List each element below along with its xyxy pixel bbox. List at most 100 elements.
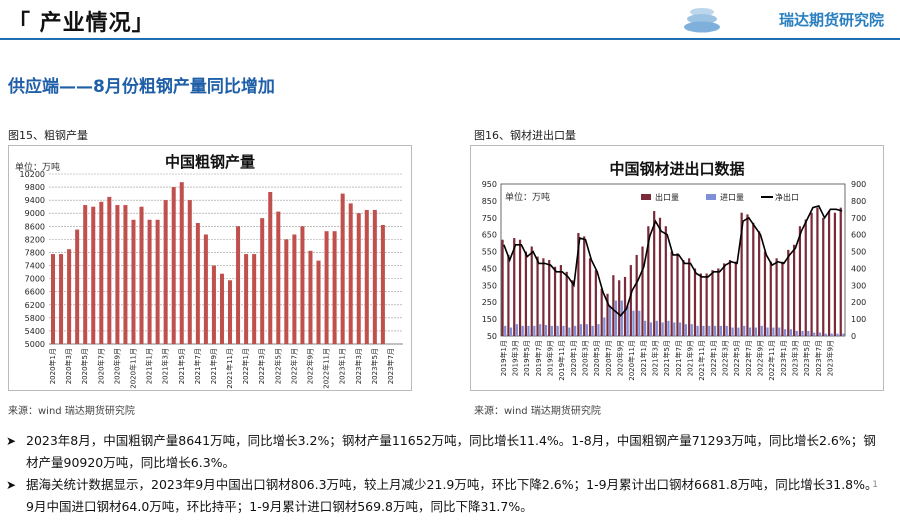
chart2-import-bar [626,305,629,336]
chart2-xtick-label: 2023年5月 [802,340,811,376]
chart2-import-bar [655,320,658,336]
chart2-export-bar [682,260,685,336]
chart2-import-bar [795,330,798,336]
chart2-import-bar [614,300,618,336]
chart2-xtick-label: 2022年3月 [720,340,729,376]
chart2-xtick-label: 2022年9月 [755,340,764,376]
chart1-bar [171,187,176,344]
chart1-xtick-label: 2020年7月 [96,348,105,384]
chart2-export-bar [827,211,831,336]
chart1-ytick-label: 6200 [25,301,45,310]
chart1-xtick-label: 2022年3月 [257,348,266,384]
chart2-xtick-label: 2022年5月 [732,340,741,376]
chart1-bar [332,231,337,344]
chart2-import-bar [766,327,769,336]
chart1-bar [236,226,241,344]
chart1-ytick-label: 5400 [25,327,45,336]
chart2-right-ytick-label: 800 [851,197,866,206]
chart2-import-bar [725,325,728,336]
chart1-xtick-label: 2021年3月 [161,348,170,384]
chart1-xtick-label: 2023年5月 [370,348,379,384]
chart1-ytick-label: 7000 [25,275,45,284]
chart2-export-bar [542,258,545,336]
chart2-left-ytick-label: 750 [482,214,497,223]
chart1-xtick-label: 2023年3月 [354,348,363,384]
crude-steel-chart: 中国粗钢产量 单位：万吨 5000 5400 5800 6200 6600 7000 7400 7… [15,153,403,389]
chart2-export-bar [571,280,574,336]
chart2-export-bar [653,211,656,336]
chart2-net-export-line [503,205,843,317]
chart2-xtick-label: 2019年7月 [534,340,543,376]
bullet-text-1: 2023年8月，中国粗钢产量8641万吨，同比增长3.2%；钢材产量11652万… [26,433,876,470]
chart2-export-bar [670,251,673,336]
chart1-xtick-label: 2021年9月 [209,348,218,384]
chart1-xtick-label: 2023年7月 [386,348,395,384]
chart2-right-ytick-label: 600 [851,231,866,240]
logo-icon [684,8,720,33]
chart2-right-ytick-label: 300 [851,281,866,290]
chart2-import-bar [556,325,559,336]
chart2-export-bar [763,251,767,336]
chart1-bar [308,250,313,344]
chart2-import-bar [649,322,653,336]
chart2-xtick-label: 2019年1月 [499,340,508,376]
fig15-caption: 图15、粗钢产量 [8,129,88,142]
chart2-xtick-label: 2023年3月 [790,340,799,376]
chart2-export-bar [635,254,638,336]
crude-steel-chart-frame: 中国粗钢产量 单位：万吨 5000 5400 5800 6200 6600 7000 7400 7… [8,145,412,391]
chart2-import-bar [731,327,734,336]
chart2-import-bar [574,325,577,336]
chart2-import-bar [748,327,752,336]
chart2-export-bar [536,256,539,336]
chart2-import-bar [509,327,513,336]
bullet-item-2: ➤ 据海关统计数据显示，2023年9月中国出口钢材806.3万吨，较上月减少21… [4,474,884,518]
chart1-ytick-label: 7400 [25,262,45,271]
chart1-bar [91,206,96,344]
chart2-import-bar [539,324,542,336]
chart1-bar [268,191,273,344]
chart1-xtick-label: 2020年9月 [112,348,121,384]
chart2-import-bar [824,333,827,336]
chart2-export-bar [781,261,784,336]
chart2-export-bar [612,275,615,336]
fig16-source: 来源：wind 瑞达期货研究院 [474,406,601,417]
chart2-xtick-label: 2020年7月 [604,340,613,376]
chart2-import-bar [783,329,787,336]
chart2-export-bar [594,270,597,336]
chart2-right-ytick-label: 100 [851,315,866,324]
bullet-arrow-icon: ➤ [6,434,17,448]
chart1-bar [276,211,281,344]
chart1-xtick-label: 2022年1月 [241,348,250,384]
chart1-xtick-label: 2022年11月 [322,348,331,389]
chart2-export-bar [711,270,714,336]
chart2-export-bar [518,239,522,336]
chart2-export-bar [565,271,568,336]
chart1-bar [348,203,353,344]
chart2-export-bar [647,226,650,336]
chart2-import-bar [690,324,693,336]
chart2-import-bar [719,325,723,336]
chart2-export-bar [507,254,510,336]
chart2-import-bar [579,324,583,336]
chart1-bar [356,213,361,344]
chart1-bar [179,182,184,344]
chart1-ytick-label: 8200 [25,235,45,244]
chart2-import-bar [801,330,804,336]
chart2-import-bar [743,325,746,336]
chart2-export-bar [618,280,621,336]
chart1-ytick-label: 6600 [25,288,45,297]
chart2-left-ytick-label: 250 [482,298,497,307]
chart1-ytick-label: 9400 [25,196,45,205]
chart2-xtick-label: 2021年9月 [685,340,694,376]
chart2-import-bar [830,333,833,336]
chart1-title: 中国粗钢产量 [165,153,255,171]
chart2-left-ytick-label: 50 [487,332,497,341]
chart2-import-bar [591,325,594,336]
chart1-bar [59,254,64,344]
chart1-xtick-label: 2021年1月 [145,348,154,384]
chart2-export-bar [723,263,726,336]
chart1-bar [244,254,249,344]
chart1-bar [139,206,144,344]
chart2-import-bar [813,332,816,336]
chart2-import-bar [515,324,518,336]
